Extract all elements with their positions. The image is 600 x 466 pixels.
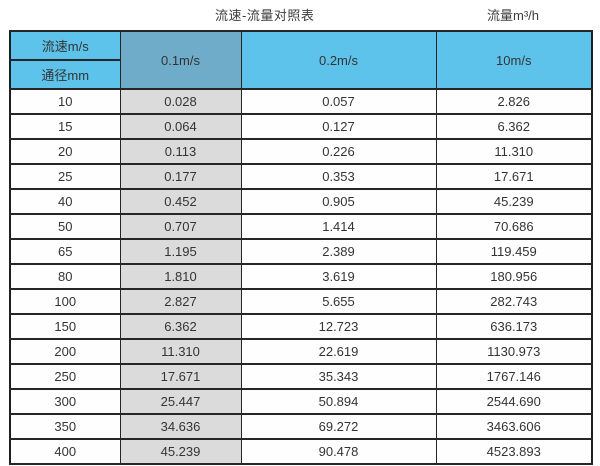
diameter-cell: 300 <box>9 388 121 415</box>
diameter-cell: 80 <box>9 263 121 290</box>
flow-value-cell: 34.636 <box>119 413 242 440</box>
flow-value-cell: 6.362 <box>435 113 593 140</box>
flow-value-cell: 0.057 <box>240 88 437 115</box>
flow-value-cell: 5.655 <box>240 288 437 315</box>
diameter-cell: 20 <box>9 138 121 165</box>
table-row: 10 0.028 0.057 2.826 <box>9 88 593 115</box>
table-row: 20 0.113 0.226 11.310 <box>9 138 593 165</box>
diameter-cell: 15 <box>9 113 121 140</box>
table-row: 250 17.671 35.343 1767.146 <box>9 363 593 390</box>
flow-value-cell: 2.827 <box>119 288 242 315</box>
flow-value-cell: 50.894 <box>240 388 437 415</box>
table-row: 150 6.362 12.723 636.173 <box>9 313 593 340</box>
column-header-0-1ms: 0.1m/s <box>119 30 242 90</box>
flow-value-cell: 35.343 <box>240 363 437 390</box>
flow-value-cell: 6.362 <box>119 313 242 340</box>
flow-value-cell: 0.226 <box>240 138 437 165</box>
flow-value-cell: 1.414 <box>240 213 437 240</box>
diameter-cell: 250 <box>9 363 121 390</box>
flow-value-cell: 69.272 <box>240 413 437 440</box>
flow-value-cell: 0.353 <box>240 163 437 190</box>
flow-value-cell: 25.447 <box>119 388 242 415</box>
flow-value-cell: 282.743 <box>435 288 593 315</box>
flow-value-cell: 90.478 <box>240 438 437 465</box>
flow-value-cell: 2.826 <box>435 88 593 115</box>
flow-value-cell: 0.707 <box>119 213 242 240</box>
table-row: 80 1.810 3.619 180.956 <box>9 263 593 290</box>
flow-value-cell: 0.064 <box>119 113 242 140</box>
table-row: 50 0.707 1.414 70.686 <box>9 213 593 240</box>
flow-value-cell: 70.686 <box>435 213 593 240</box>
flow-value-cell: 0.127 <box>240 113 437 140</box>
flow-value-cell: 1.195 <box>119 238 242 265</box>
flow-value-cell: 3.619 <box>240 263 437 290</box>
flow-value-cell: 17.671 <box>435 163 593 190</box>
flow-value-cell: 45.239 <box>435 188 593 215</box>
flow-value-cell: 22.619 <box>240 338 437 365</box>
diameter-cell: 200 <box>9 338 121 365</box>
flow-unit-label: 流量m³/h <box>487 8 540 23</box>
column-header-10ms: 10m/s <box>435 30 593 90</box>
table-row: 65 1.195 2.389 119.459 <box>9 238 593 265</box>
table-row: 40 0.452 0.905 45.239 <box>9 188 593 215</box>
corner-velocity-label: 流速m/s <box>9 30 121 61</box>
flow-value-cell: 11.310 <box>435 138 593 165</box>
flow-value-cell: 4523.893 <box>435 438 593 465</box>
flow-value-cell: 180.956 <box>435 263 593 290</box>
flow-value-cell: 1.810 <box>119 263 242 290</box>
flow-value-cell: 2544.690 <box>435 388 593 415</box>
table-row: 15 0.064 0.127 6.362 <box>9 113 593 140</box>
diameter-cell: 400 <box>9 438 121 465</box>
flow-value-cell: 636.173 <box>435 313 593 340</box>
corner-diameter-label: 通径mm <box>9 59 121 90</box>
diameter-cell: 350 <box>9 413 121 440</box>
table-row: 25 0.177 0.353 17.671 <box>9 163 593 190</box>
header-row-bottom: 通径mm <box>9 59 592 90</box>
diameter-cell: 25 <box>9 163 121 190</box>
diameter-cell: 65 <box>9 238 121 265</box>
flow-value-cell: 0.028 <box>119 88 242 115</box>
flow-value-cell: 0.452 <box>119 188 242 215</box>
table-row: 400 45.239 90.478 4523.893 <box>9 438 593 465</box>
table-body: 10 0.028 0.057 2.826 15 0.064 0.127 6.362 20 0.11… <box>9 88 593 465</box>
flow-value-cell: 17.671 <box>119 363 242 390</box>
table-row: 200 11.310 22.619 1130.973 <box>9 338 593 365</box>
flow-value-cell: 12.723 <box>240 313 437 340</box>
flow-value-cell: 0.177 <box>119 163 242 190</box>
flow-value-cell: 119.459 <box>435 238 593 265</box>
flow-value-cell: 1130.973 <box>435 338 593 365</box>
flow-value-cell: 11.310 <box>119 338 242 365</box>
flow-comparison-table: 流速m/s 0.1m/s 0.2m/s 10m/s 通径mm 10 0.028 0.… <box>9 30 593 465</box>
flow-value-cell: 1767.146 <box>435 363 593 390</box>
table-row: 300 25.447 50.894 2544.690 <box>9 388 593 415</box>
flow-value-cell: 0.905 <box>240 188 437 215</box>
flow-value-cell: 0.113 <box>119 138 242 165</box>
page-title: 流速-流量对照表 <box>215 8 315 23</box>
flow-value-cell: 3463.606 <box>435 413 593 440</box>
flow-value-cell: 45.239 <box>119 438 242 465</box>
diameter-cell: 150 <box>9 313 121 340</box>
diameter-cell: 40 <box>9 188 121 215</box>
diameter-cell: 10 <box>9 88 121 115</box>
flow-value-cell: 2.389 <box>240 238 437 265</box>
column-header-0-2ms: 0.2m/s <box>240 30 437 90</box>
table-row: 100 2.827 5.655 282.743 <box>9 288 593 315</box>
table-row: 350 34.636 69.272 3463.606 <box>9 413 593 440</box>
diameter-cell: 100 <box>9 288 121 315</box>
header-row-top: 流速m/s 0.1m/s 0.2m/s 10m/s <box>9 30 593 90</box>
diameter-cell: 50 <box>9 213 121 240</box>
